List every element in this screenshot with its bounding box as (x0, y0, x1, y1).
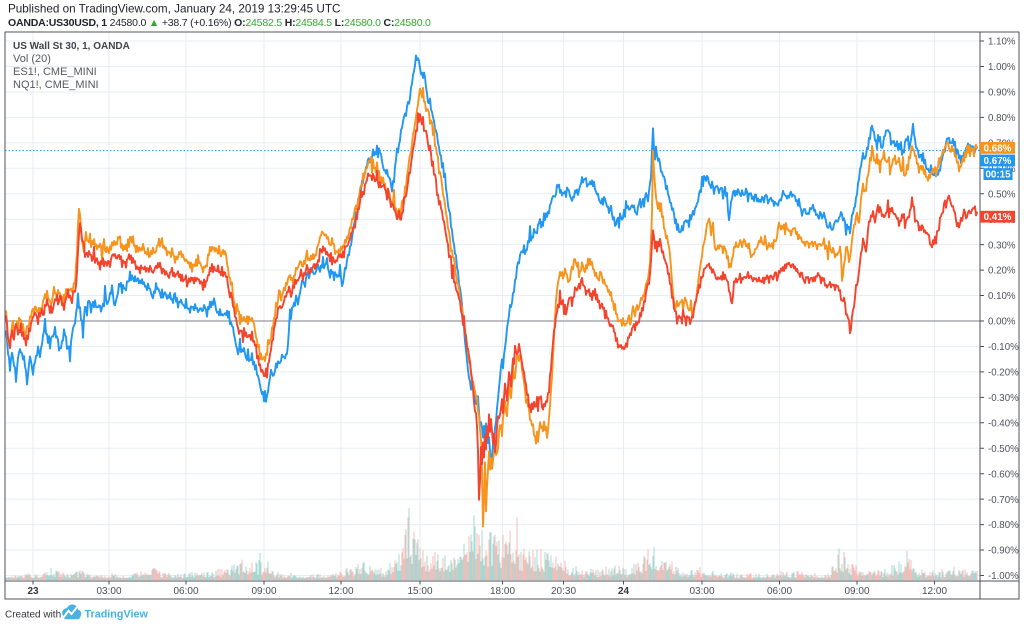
svg-text:Published on TradingView.com,: Published on TradingView.com, January 24… (8, 3, 340, 16)
svg-text:09:00: 09:00 (251, 586, 276, 597)
svg-text:0.10%: 0.10% (988, 291, 1016, 302)
svg-text:ES1!, CME_MINI: ES1!, CME_MINI (13, 66, 97, 78)
svg-text:12:00: 12:00 (922, 586, 947, 597)
svg-text:TradingView: TradingView (85, 609, 149, 621)
svg-text:-1.00%: -1.00% (988, 571, 1019, 582)
svg-text:0.00%: 0.00% (988, 317, 1016, 328)
svg-text:-0.90%: -0.90% (988, 546, 1019, 557)
svg-text:12:00: 12:00 (328, 586, 353, 597)
svg-text:-0.40%: -0.40% (988, 418, 1019, 429)
svg-text:OANDA:US30USD, 1 24580.0 ▲ +38: OANDA:US30USD, 1 24580.0 ▲ +38.7 (+0.16%… (8, 17, 431, 29)
svg-text:09:00: 09:00 (844, 586, 869, 597)
svg-text:1.10%: 1.10% (988, 37, 1016, 48)
svg-text:0.50%: 0.50% (988, 189, 1016, 200)
svg-text:15:00: 15:00 (407, 586, 432, 597)
svg-text:-0.10%: -0.10% (988, 342, 1019, 353)
svg-text:-0.30%: -0.30% (988, 393, 1019, 404)
svg-text:20:30: 20:30 (551, 586, 576, 597)
svg-text:1.00%: 1.00% (988, 62, 1016, 73)
svg-text:Vol (20): Vol (20) (13, 53, 51, 65)
svg-text:0.67%: 0.67% (984, 156, 1012, 167)
svg-text:-0.70%: -0.70% (988, 495, 1019, 506)
svg-text:0.90%: 0.90% (988, 88, 1016, 99)
svg-text:23: 23 (27, 586, 39, 597)
svg-text:0.68%: 0.68% (984, 143, 1012, 154)
svg-text:0.80%: 0.80% (988, 113, 1016, 124)
svg-text:-0.50%: -0.50% (988, 444, 1019, 455)
svg-text:00:15: 00:15 (985, 170, 1011, 181)
svg-text:03:00: 03:00 (689, 586, 714, 597)
svg-text:06:00: 06:00 (173, 586, 198, 597)
svg-text:24: 24 (618, 586, 630, 597)
svg-text:0.41%: 0.41% (984, 212, 1012, 223)
svg-text:-0.60%: -0.60% (988, 469, 1019, 480)
svg-text:18:00: 18:00 (490, 586, 515, 597)
svg-text:06:00: 06:00 (767, 586, 792, 597)
svg-text:Created with: Created with (5, 610, 61, 621)
svg-text:0.20%: 0.20% (988, 266, 1016, 277)
svg-text:03:00: 03:00 (96, 586, 121, 597)
svg-text:NQ1!, CME_MINI: NQ1!, CME_MINI (13, 79, 99, 91)
svg-text:0.30%: 0.30% (988, 240, 1016, 251)
svg-text:-0.80%: -0.80% (988, 520, 1019, 531)
svg-text:US Wall St 30, 1, OANDA: US Wall St 30, 1, OANDA (13, 41, 130, 52)
svg-text:-0.20%: -0.20% (988, 368, 1019, 379)
